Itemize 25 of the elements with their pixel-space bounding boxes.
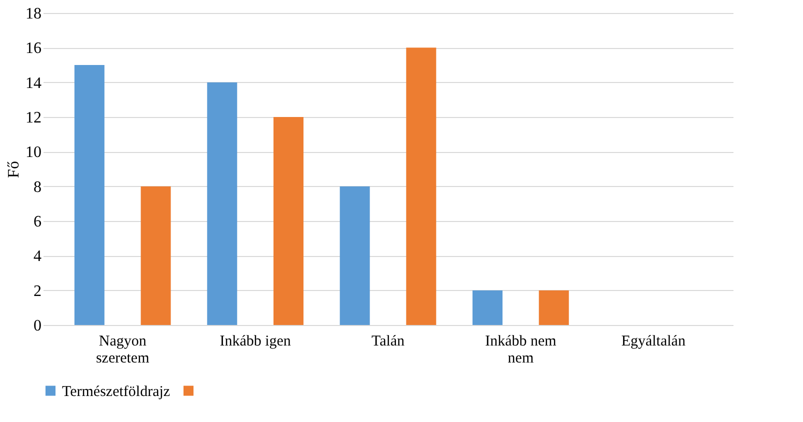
y-tick-label: 12: [26, 110, 42, 126]
y-tick-label: 10: [26, 144, 42, 162]
bar: [538, 290, 569, 325]
x-tick-label: Inkább igen: [220, 334, 292, 350]
bar: [273, 117, 304, 325]
bar: [406, 48, 436, 325]
x-tick-label: Talán: [371, 334, 406, 350]
y-tick-label: 4: [34, 248, 42, 266]
y-axis-title: Fő: [6, 161, 22, 178]
bar: [472, 290, 503, 325]
bar: [74, 65, 104, 325]
y-tick-label: 8: [34, 178, 42, 196]
y-tick-label: 0: [34, 318, 42, 334]
y-tick-label: 2: [34, 282, 42, 300]
y-tick-label: 14: [26, 74, 42, 92]
x-tick-label: Egyáltalán: [621, 334, 686, 350]
y-tick-label: 18: [26, 6, 42, 22]
legend-label: Természetföldrajz: [62, 384, 170, 400]
x-tick-label: Inkább nem nem: [485, 334, 557, 366]
y-tick-label: 16: [26, 40, 42, 58]
bar: [207, 82, 238, 325]
bar: [340, 186, 370, 325]
y-tick-label: 6: [34, 214, 42, 230]
bar: [140, 186, 171, 325]
x-tick-label: Nagyon szeretem: [96, 334, 150, 366]
